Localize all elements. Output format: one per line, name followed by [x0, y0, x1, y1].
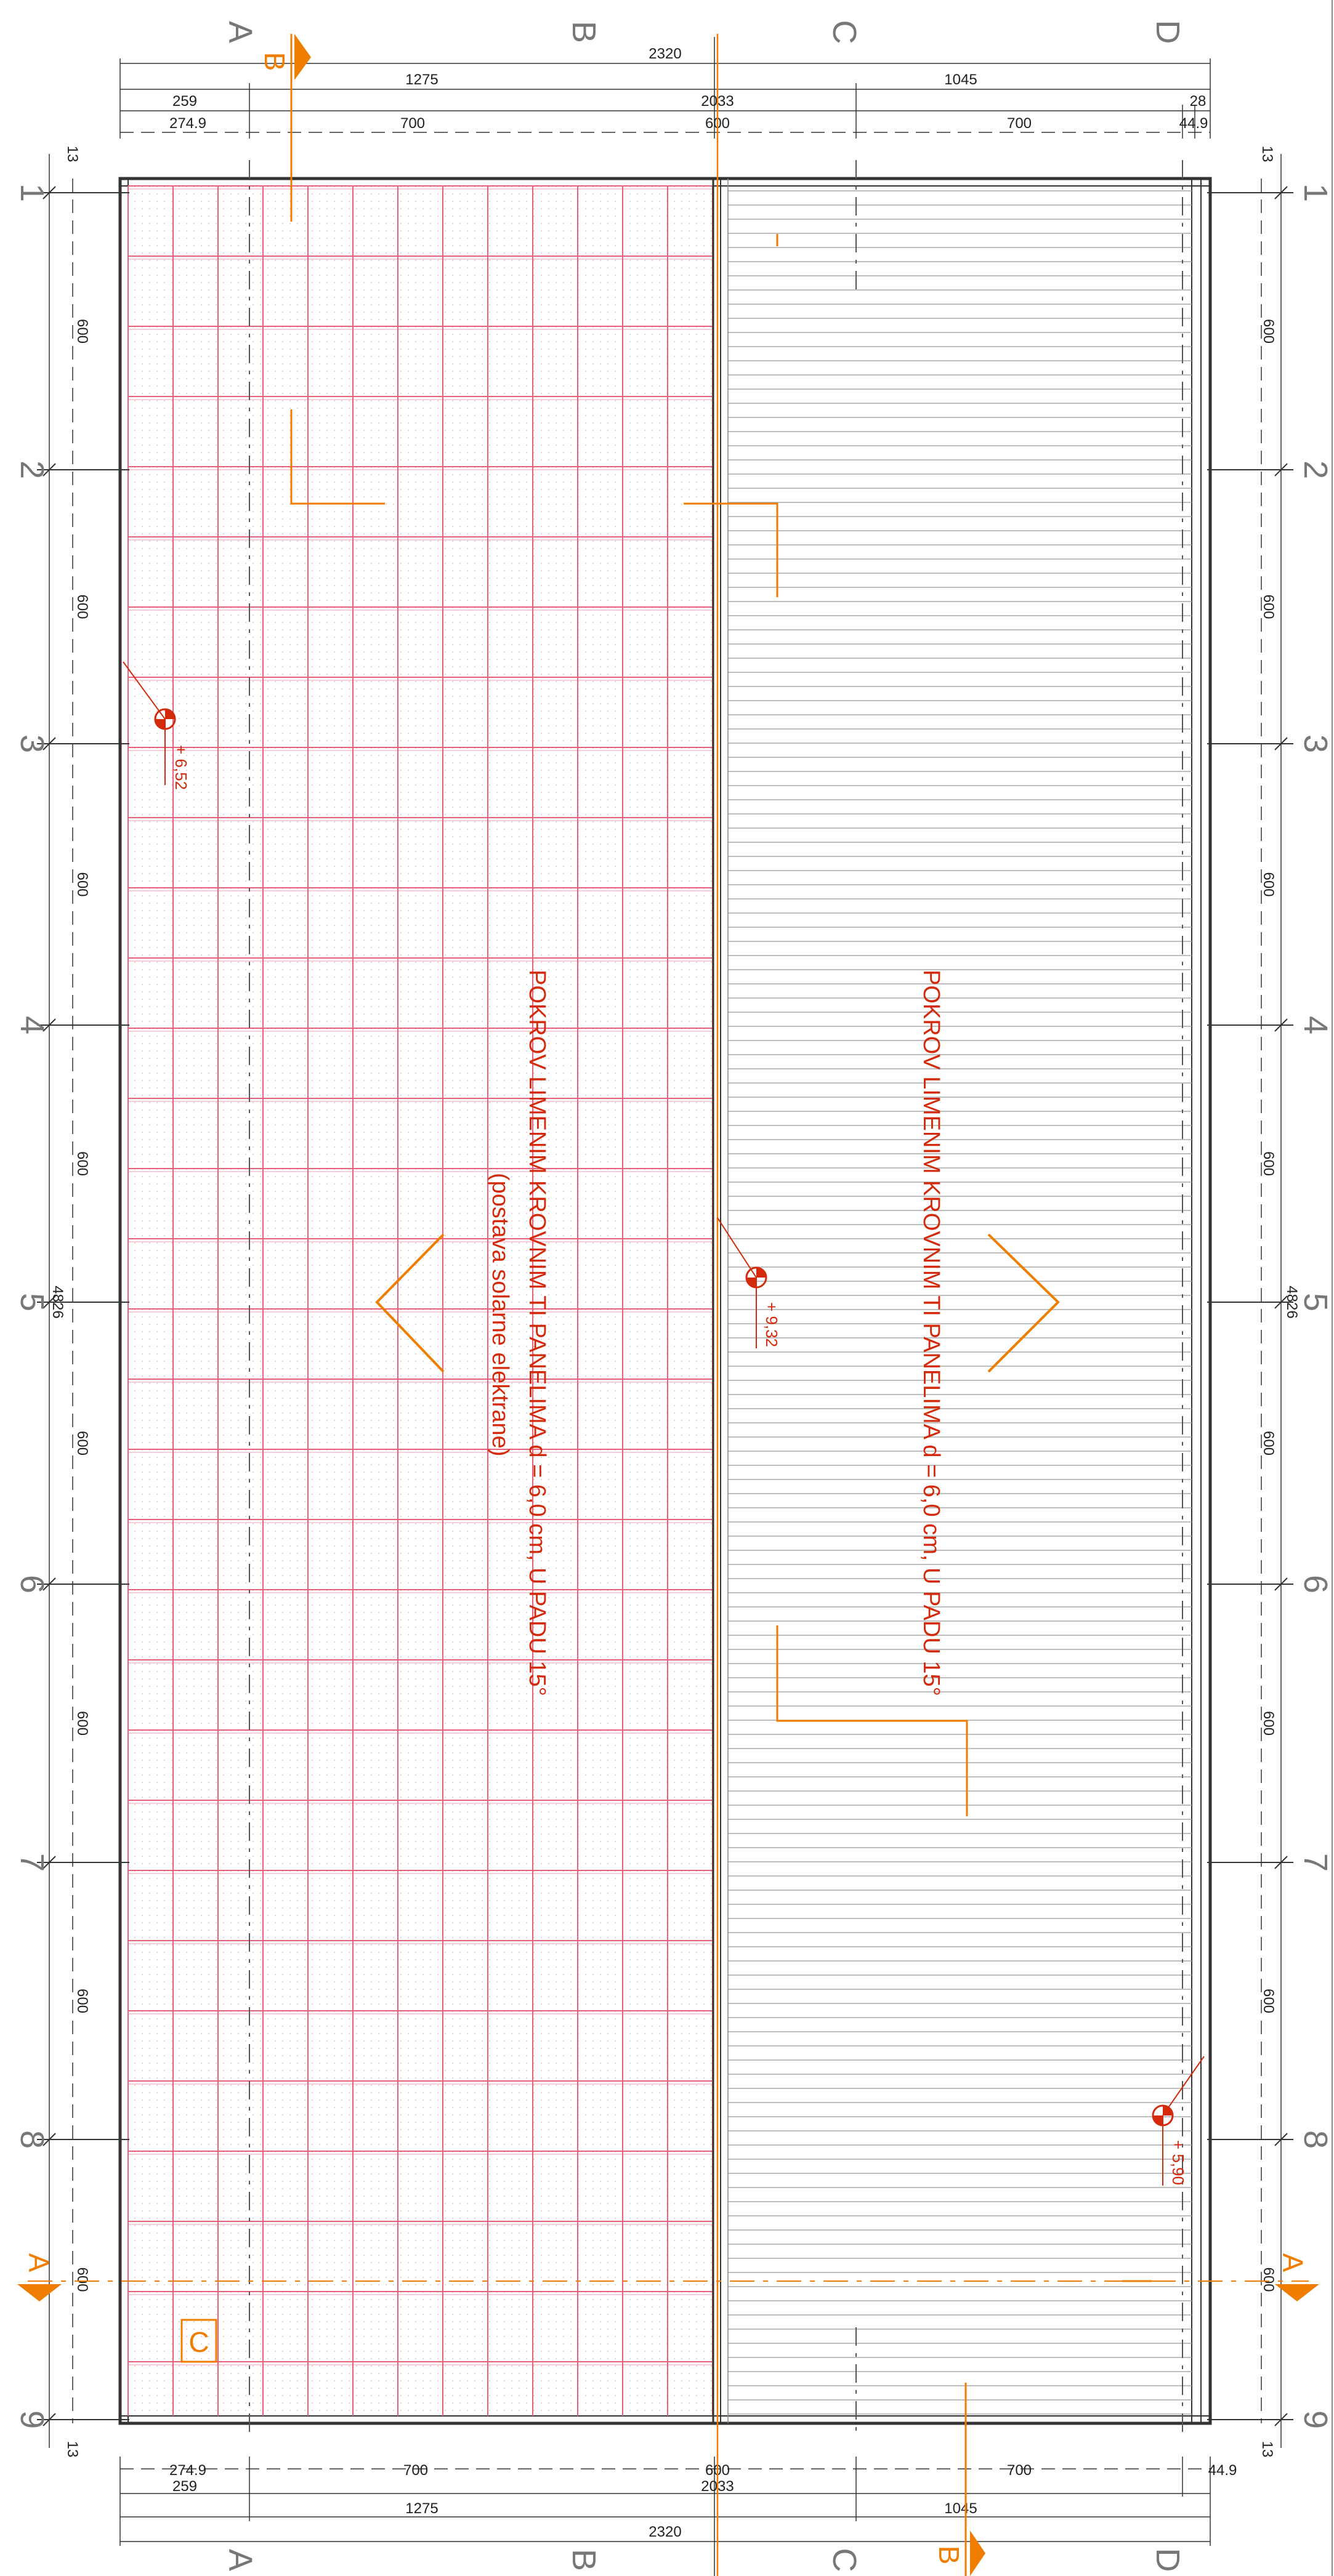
section-line-b: [290, 34, 985, 2576]
side-dim-end: 13: [1259, 2441, 1275, 2458]
side-dim-bay: 600: [74, 319, 91, 344]
slope-arrows: [375, 1233, 1060, 1373]
section-b-label-top: B: [259, 52, 291, 71]
elevation-label-1: + 6,52: [172, 745, 190, 790]
grid-row-label-left: 9: [14, 2410, 51, 2429]
grid-col-label-top: A: [222, 21, 259, 43]
elevation-label-3: + 5,90: [1169, 2140, 1187, 2185]
detail-c-label: C: [188, 2326, 209, 2358]
grid-row-label-right: 5: [1297, 1293, 1334, 1311]
side-dim-bay: 600: [74, 872, 91, 896]
side-dim-bay: 600: [1260, 1711, 1277, 1736]
grid-row-label-left: 3: [14, 735, 51, 753]
side-dim-end: 13: [64, 2441, 81, 2458]
roof-note-right: POKROV LIMENIM KROVNIM TI PANELIMA d = 6…: [918, 970, 944, 1696]
dim-bottom-44-9: 44.9: [1208, 2462, 1237, 2479]
top-dimensions: [119, 37, 1211, 139]
elevation-marker-2: [717, 1217, 767, 1348]
section-b-label-bottom: B: [933, 2546, 965, 2565]
dim-bottom-total: 2320: [649, 2524, 681, 2540]
solar-panel-area: [127, 185, 713, 2416]
grid-col-label-top: B: [565, 21, 602, 43]
side-dashed-lines: [72, 132, 1262, 2469]
side-dim-bay: 600: [74, 1711, 91, 1736]
bottom-dimensions: [119, 2457, 1211, 2576]
side-dim-bay: 600: [1260, 1989, 1277, 2013]
grid-row-label-right: 4: [1297, 1016, 1334, 1034]
dim-top-1045: 1045: [944, 71, 977, 88]
side-dimension-lines: [49, 154, 1282, 2448]
grid-col-label-top: D: [1149, 20, 1186, 44]
grid-row-label-left: 7: [14, 1853, 51, 1872]
grid-row-label-right: 6: [1297, 1575, 1334, 1593]
section-a-label-right: A: [1277, 2253, 1309, 2272]
side-dim-bay: 600: [74, 2267, 91, 2292]
grid-row-label-left: 5: [14, 1293, 51, 1311]
dim-top-700-b: 700: [1007, 115, 1032, 132]
dim-top-259: 259: [172, 93, 197, 110]
section-line-a: [17, 2280, 1319, 2301]
dim-top-total: 2320: [649, 46, 681, 62]
side-dim-bay: 600: [1260, 2267, 1277, 2292]
grid-row-label-right: 9: [1297, 2410, 1334, 2429]
dim-top-1275: 1275: [405, 71, 438, 88]
grid-axis-lines: [249, 160, 1183, 2438]
roof-note-left-sub: (postava solarne elektrane): [487, 1173, 513, 1456]
side-dim-end: 13: [1259, 146, 1275, 163]
dim-bottom-700-b: 700: [1007, 2462, 1032, 2479]
grid-col-label-bottom: C: [826, 2548, 863, 2572]
dim-top-28: 28: [1190, 93, 1207, 110]
grid-col-label-bottom: A: [222, 2549, 259, 2571]
grid-row-label-right: 7: [1297, 1853, 1334, 1872]
dim-bottom-259: 259: [172, 2478, 197, 2495]
grid-row-label-right: 3: [1297, 735, 1334, 753]
grid-row-label-left: 6: [14, 1575, 51, 1593]
side-dim-bay: 600: [74, 594, 91, 619]
grid-col-label-top: C: [826, 20, 863, 44]
dim-top-700-a: 700: [400, 115, 425, 132]
dim-bottom-1045: 1045: [944, 2500, 977, 2517]
sheet-roof-area: [728, 190, 1192, 2415]
grid-col-label-bottom: B: [565, 2549, 602, 2571]
elevation-marker-1: [123, 661, 176, 785]
roof-note-left: POKROV LIMENIM KROVNIM TI PANELIMA d = 6…: [524, 970, 550, 1696]
grid-row-label-left: 2: [14, 461, 51, 479]
side-dim-bay: 600: [74, 1151, 91, 1176]
grid-col-label-bottom: D: [1149, 2548, 1186, 2572]
elevation-label-2: + 9,32: [762, 1302, 781, 1347]
side-dim-bay: 600: [1260, 872, 1277, 896]
section-markers: [290, 234, 1152, 2282]
side-dim-end: 13: [64, 146, 81, 163]
side-dim-bay: 600: [1260, 594, 1277, 619]
dim-bottom-1275: 1275: [405, 2500, 438, 2517]
grid-row-label-right: 1: [1297, 183, 1334, 202]
side-dim-bay: 600: [1260, 1431, 1277, 1455]
dim-top-44-9: 44.9: [1179, 115, 1208, 132]
grid-row-label-left: 8: [14, 2130, 51, 2149]
grid-row-label-right: 8: [1297, 2130, 1334, 2149]
dim-bottom-274-9: 274.9: [169, 2462, 206, 2479]
grid-row-label-right: 2: [1297, 461, 1334, 479]
side-dim-bay: 600: [74, 1989, 91, 2013]
side-dim-bay: 600: [1260, 1151, 1277, 1176]
roof-ridge: [712, 179, 729, 2423]
side-dim-bay: 600: [1260, 319, 1277, 344]
section-a-label-left: A: [23, 2253, 55, 2272]
side-dim-bay: 600: [74, 1431, 91, 1455]
grid-row-label-left: 4: [14, 1016, 51, 1034]
side-dim-total-left: 4826: [49, 1286, 66, 1318]
elevation-marker-3: [1152, 2056, 1205, 2186]
dim-top-274-9: 274.9: [169, 115, 206, 132]
side-dim-total-right: 4826: [1283, 1286, 1300, 1318]
detail-c-marker: [180, 2319, 217, 2363]
grid-row-label-left: 1: [14, 183, 51, 202]
dim-bottom-700-a: 700: [403, 2462, 428, 2479]
